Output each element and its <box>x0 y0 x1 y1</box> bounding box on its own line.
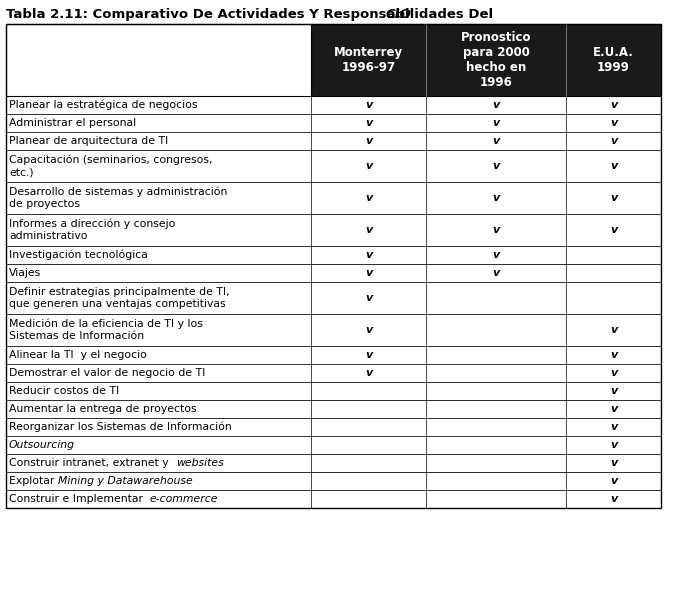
Text: v: v <box>610 386 617 396</box>
Text: v: v <box>365 100 372 110</box>
Text: Monterrey
1996-97: Monterrey 1996-97 <box>334 46 403 74</box>
Text: Mining y Datawarehouse: Mining y Datawarehouse <box>58 476 193 486</box>
Bar <box>6 182 661 214</box>
Bar <box>6 132 661 150</box>
Text: v: v <box>610 422 617 432</box>
Text: Administrar el personal: Administrar el personal <box>9 118 136 128</box>
Text: Medición de la eficiencia de TI y los
Sistemas de Información: Medición de la eficiencia de TI y los Si… <box>9 319 203 341</box>
Bar <box>6 24 661 508</box>
Text: v: v <box>610 100 617 110</box>
Bar <box>6 346 661 364</box>
Bar <box>6 150 661 182</box>
Text: Aumentar la entrega de proyectos: Aumentar la entrega de proyectos <box>9 404 196 414</box>
Text: Informes a dirección y consejo
administrativo: Informes a dirección y consejo administr… <box>9 219 175 241</box>
Text: v: v <box>492 225 500 235</box>
Text: v: v <box>610 136 617 146</box>
Text: v: v <box>610 350 617 360</box>
Bar <box>6 364 661 382</box>
Text: v: v <box>610 368 617 378</box>
Bar <box>6 282 661 314</box>
Text: v: v <box>610 193 617 203</box>
Text: Alinear la TI  y el negocio: Alinear la TI y el negocio <box>9 350 147 360</box>
Bar <box>6 214 661 246</box>
Text: v: v <box>492 118 500 128</box>
Text: v: v <box>365 250 372 260</box>
Bar <box>6 472 661 490</box>
Text: v: v <box>610 440 617 450</box>
Bar <box>6 24 311 96</box>
Text: Explotar: Explotar <box>9 476 58 486</box>
Text: v: v <box>610 458 617 468</box>
Text: v: v <box>365 293 372 303</box>
Text: Capacitación (seminarios, congresos,
etc.): Capacitación (seminarios, congresos, etc… <box>9 155 213 177</box>
Text: Investigación tecnológica: Investigación tecnológica <box>9 250 148 260</box>
Text: v: v <box>492 136 500 146</box>
Bar <box>6 382 661 400</box>
Text: v: v <box>365 225 372 235</box>
Text: v: v <box>365 161 372 171</box>
Text: v: v <box>492 268 500 278</box>
Text: v: v <box>610 161 617 171</box>
Bar <box>6 264 661 282</box>
Text: v: v <box>610 225 617 235</box>
Bar <box>6 436 661 454</box>
Bar <box>6 96 661 114</box>
Text: Reorganizar los Sistemas de Información: Reorganizar los Sistemas de Información <box>9 422 232 432</box>
Text: v: v <box>610 494 617 504</box>
Text: v: v <box>365 118 372 128</box>
Text: v: v <box>365 268 372 278</box>
Text: v: v <box>365 350 372 360</box>
Text: v: v <box>610 404 617 414</box>
Text: Desarrollo de sistemas y administración
de proyectos: Desarrollo de sistemas y administración … <box>9 187 227 209</box>
Text: Outsourcing: Outsourcing <box>9 440 75 450</box>
Text: Reducir costos de TI: Reducir costos de TI <box>9 386 119 396</box>
Bar <box>6 400 661 418</box>
Bar <box>6 454 661 472</box>
Text: CIO: CIO <box>386 8 412 21</box>
Text: Pronostico
para 2000
hecho en
1996: Pronostico para 2000 hecho en 1996 <box>461 31 531 89</box>
Text: v: v <box>365 325 372 335</box>
Text: v: v <box>365 368 372 378</box>
Text: v: v <box>610 118 617 128</box>
Text: E.U.A.
1999: E.U.A. 1999 <box>593 46 634 74</box>
Text: Planear de arquitectura de TI: Planear de arquitectura de TI <box>9 136 169 146</box>
Text: v: v <box>610 476 617 486</box>
Text: v: v <box>365 136 372 146</box>
Text: Viajes: Viajes <box>9 268 41 278</box>
Bar <box>6 246 661 264</box>
Bar <box>6 314 661 346</box>
Text: v: v <box>492 193 500 203</box>
Text: v: v <box>492 250 500 260</box>
Text: Construir e Implementar: Construir e Implementar <box>9 494 150 504</box>
Bar <box>311 24 661 96</box>
Text: websites: websites <box>175 458 223 468</box>
Text: Tabla 2.11: Comparativo De Actividades Y Responsabilidades Del: Tabla 2.11: Comparativo De Actividades Y… <box>6 8 498 21</box>
Bar <box>6 490 661 508</box>
Text: Demostrar el valor de negocio de TI: Demostrar el valor de negocio de TI <box>9 368 205 378</box>
Text: v: v <box>610 325 617 335</box>
Text: Planear la estratégica de negocios: Planear la estratégica de negocios <box>9 100 198 110</box>
Text: Definir estrategias principalmente de TI,
que generen una ventajas competitivas: Definir estrategias principalmente de TI… <box>9 287 230 309</box>
Bar <box>6 418 661 436</box>
Text: Construir intranet, extranet y: Construir intranet, extranet y <box>9 458 175 468</box>
Text: e-commerce: e-commerce <box>150 494 219 504</box>
Bar <box>6 114 661 132</box>
Text: v: v <box>492 100 500 110</box>
Text: v: v <box>492 161 500 171</box>
Text: v: v <box>365 193 372 203</box>
